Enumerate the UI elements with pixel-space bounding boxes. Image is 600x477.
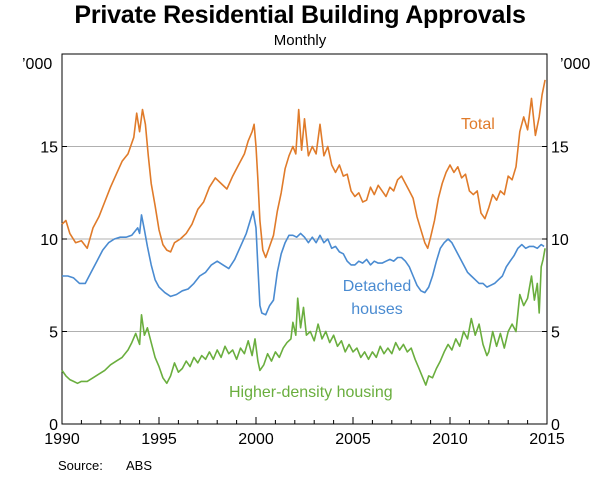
series-label-detached-line2: houses [351,301,403,318]
series-label-higher-density: Higher-density housing [229,384,393,401]
chart-subtitle: Monthly [273,32,327,49]
series-label-detached-line1: Detached [343,278,412,295]
source-value: ABS [126,458,153,473]
y-unit-left: ’000 [22,56,52,73]
y-tick-label-right: 10 [551,232,569,249]
gridlines [62,146,547,332]
series-line-1 [62,210,545,316]
series-line-2 [61,248,546,386]
series-label-total: Total [461,116,495,133]
x-tick-label-1995: 1995 [141,431,177,448]
y-tick-label-left: 0 [49,417,58,434]
source-note: Source: ABS [58,458,152,473]
series-lines [61,79,546,386]
x-tick-label-2000: 2000 [238,431,274,448]
x-tick-label-2010: 2010 [432,431,468,448]
y-tick-label-right: 15 [551,140,569,157]
x-tick-label-2005: 2005 [335,431,371,448]
source-label: Source: [58,458,103,473]
y-tick-label-left: 10 [40,232,58,249]
y-tick-label-right: 5 [551,325,560,342]
x-tick-label-2015: 2015 [529,431,565,448]
y-tick-label-left: 5 [49,325,58,342]
chart-title: Private Residential Building Approvals [74,1,526,29]
y-tick-label-right: 0 [551,417,560,434]
x-tick-label-1990: 1990 [44,431,80,448]
axis-ticks: 0 0 5 5 10 10 15 15 1990 1995 2000 2005 2010 2015 [40,140,569,449]
series-line-0 [61,79,546,259]
y-tick-label-left: 15 [40,140,58,157]
y-unit-right: ’000 [560,56,590,73]
